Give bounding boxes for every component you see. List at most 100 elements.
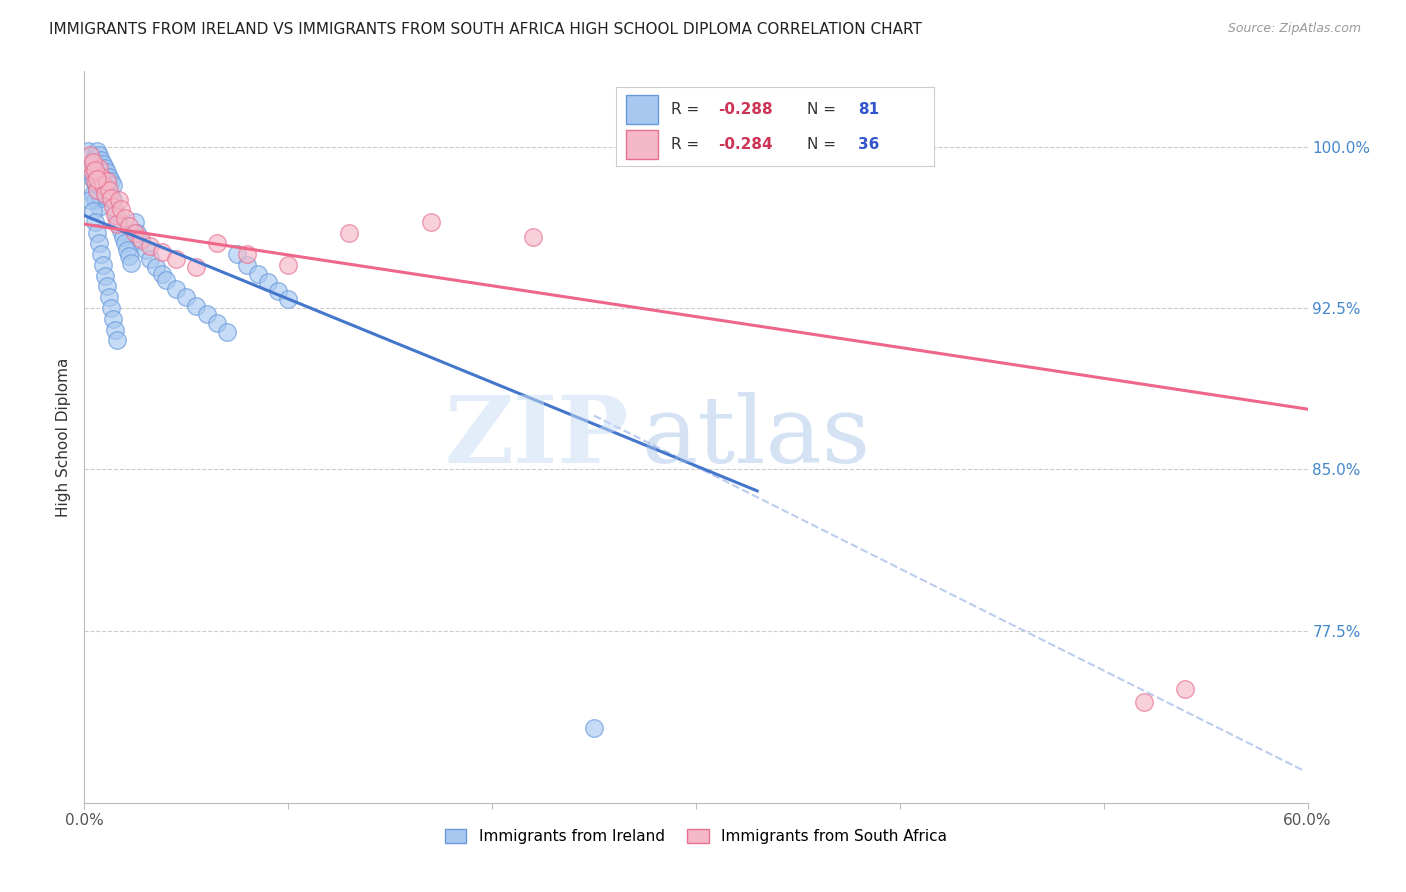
Point — [150, 245, 173, 260]
Point — [83, 194, 105, 208]
Text: atlas: atlas — [641, 392, 870, 482]
Point — [87, 159, 110, 173]
Point — [79, 157, 101, 171]
Point — [124, 226, 146, 240]
Point — [105, 333, 128, 347]
Point — [96, 178, 118, 193]
Point — [77, 144, 100, 158]
Point — [87, 186, 110, 201]
Point — [86, 226, 108, 240]
Point — [115, 243, 138, 257]
Point — [131, 235, 153, 249]
Point — [82, 204, 104, 219]
Point — [186, 299, 208, 313]
Point — [110, 202, 132, 216]
Point — [583, 721, 606, 735]
Point — [236, 247, 259, 261]
Point — [90, 153, 112, 167]
Point — [114, 211, 136, 225]
Point — [82, 154, 104, 169]
Point — [91, 178, 114, 193]
Point — [86, 183, 108, 197]
Point — [165, 252, 187, 266]
Point — [90, 191, 112, 205]
Point — [226, 247, 249, 261]
Point — [205, 236, 228, 251]
Point — [93, 189, 115, 203]
Point — [91, 168, 114, 182]
Point — [101, 178, 124, 193]
Point — [97, 290, 120, 304]
Point — [165, 282, 187, 296]
Point — [93, 186, 115, 201]
Point — [114, 236, 136, 251]
Point — [87, 200, 110, 214]
Point — [90, 169, 112, 184]
Point — [90, 176, 112, 190]
Point — [195, 308, 218, 322]
Point — [79, 165, 101, 179]
Point — [217, 325, 239, 339]
Point — [277, 258, 299, 272]
Point — [83, 161, 105, 176]
Point — [82, 165, 104, 179]
Point — [83, 215, 105, 229]
Point — [1133, 695, 1156, 709]
Point — [86, 154, 108, 169]
Point — [90, 247, 112, 261]
Point — [155, 273, 177, 287]
Point — [127, 226, 149, 240]
Point — [205, 316, 228, 330]
Point — [124, 215, 146, 229]
Point — [87, 161, 110, 176]
Point — [100, 191, 122, 205]
Point — [118, 249, 141, 263]
Point — [79, 148, 101, 162]
Point — [100, 174, 122, 188]
Point — [110, 223, 132, 237]
Point — [246, 267, 269, 281]
Point — [174, 290, 197, 304]
Point — [96, 279, 118, 293]
Point — [101, 194, 124, 208]
Point — [82, 157, 104, 171]
Point — [79, 194, 101, 208]
Point — [267, 284, 290, 298]
Point — [108, 194, 131, 208]
Point — [339, 226, 361, 240]
Point — [91, 258, 114, 272]
Point — [138, 238, 160, 252]
Point — [86, 183, 108, 197]
Point — [91, 183, 114, 197]
Point — [1174, 681, 1197, 696]
Point — [87, 148, 110, 162]
Point — [82, 186, 104, 201]
Point — [150, 267, 173, 281]
Point — [100, 189, 122, 203]
Point — [138, 252, 160, 266]
Point — [145, 260, 167, 274]
Point — [105, 211, 128, 225]
Point — [83, 150, 105, 164]
Y-axis label: High School Diploma: High School Diploma — [56, 358, 72, 516]
Point — [93, 161, 115, 176]
Point — [83, 174, 105, 188]
Point — [97, 185, 120, 199]
Point — [93, 174, 115, 188]
Text: Source: ZipAtlas.com: Source: ZipAtlas.com — [1227, 22, 1361, 36]
Point — [257, 275, 280, 289]
Point — [108, 217, 131, 231]
Point — [112, 230, 135, 244]
Point — [236, 258, 259, 272]
Point — [105, 217, 128, 231]
Point — [104, 322, 127, 336]
Point — [86, 168, 108, 182]
Point — [131, 232, 153, 246]
Point — [101, 311, 124, 326]
Point — [277, 293, 299, 307]
Point — [97, 183, 120, 197]
Point — [522, 230, 544, 244]
Point — [86, 144, 108, 158]
Point — [87, 172, 110, 186]
Point — [104, 209, 127, 223]
